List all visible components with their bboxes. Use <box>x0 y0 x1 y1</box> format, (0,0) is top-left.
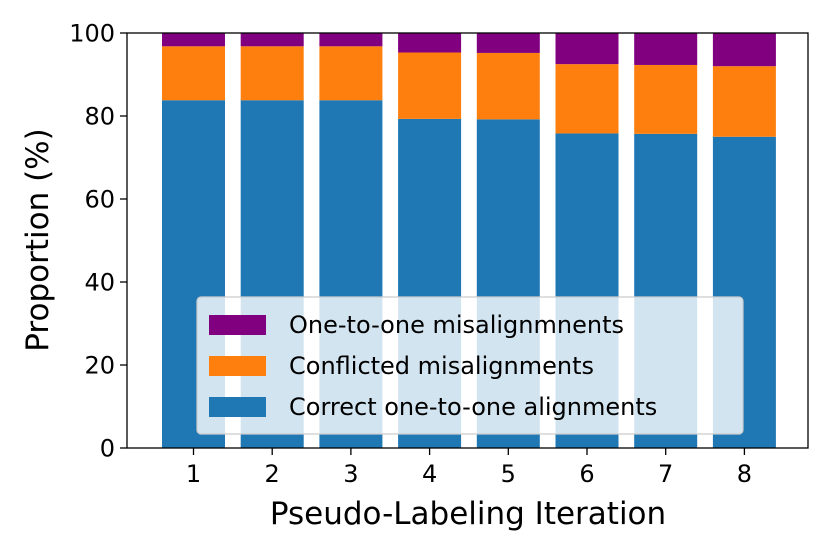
bars-group <box>162 33 776 448</box>
x-tick-label: 4 <box>422 460 437 488</box>
legend-label: Correct one-to-one alignments <box>289 393 657 421</box>
x-tick-label: 8 <box>737 460 752 488</box>
bar-5-series-2 <box>476 33 540 53</box>
legend-box <box>196 296 744 435</box>
x-tick-label: 6 <box>579 460 594 488</box>
y-tick-label: 100 <box>69 20 115 48</box>
bar-6-series-1 <box>555 64 619 134</box>
bar-3-series-1 <box>319 46 383 101</box>
legend-label: Conflicted misalignments <box>289 352 594 380</box>
y-tick-label: 80 <box>84 103 115 131</box>
legend-swatch <box>209 315 266 335</box>
x-tick-label: 1 <box>186 460 201 488</box>
x-tick-label: 7 <box>658 460 673 488</box>
y-tick-label: 20 <box>84 352 115 380</box>
bar-7-series-1 <box>634 64 698 134</box>
x-tick-label: 5 <box>501 460 516 488</box>
bar-2-series-2 <box>240 33 304 47</box>
legend-swatch <box>209 356 266 376</box>
x-tick-label: 2 <box>265 460 280 488</box>
bar-8-series-1 <box>712 66 776 137</box>
y-tick-label: 60 <box>84 186 115 214</box>
y-tick-label: 40 <box>84 269 115 297</box>
x-axis: 1 2 3 4 5 6 7 8 <box>186 448 752 488</box>
bar-7-series-2 <box>634 33 698 65</box>
bar-8-series-2 <box>712 33 776 67</box>
legend-label: One-to-one misalignmnents <box>289 311 624 339</box>
bar-3-series-2 <box>319 33 383 47</box>
bar-4-series-1 <box>398 52 462 119</box>
bar-1-series-1 <box>162 46 225 101</box>
y-axis: 0 20 40 60 80 100 <box>69 20 127 463</box>
x-tick-label: 3 <box>343 460 358 488</box>
legend: One-to-one misalignmnents Conflicted misa… <box>196 296 744 435</box>
legend-swatch <box>209 397 266 417</box>
bar-1-series-2 <box>162 33 225 47</box>
plot-frame <box>126 32 809 449</box>
bar-2-series-1 <box>240 46 304 101</box>
bar-4-series-2 <box>398 33 462 53</box>
x-axis-label: Pseudo-Labeling Iteration <box>270 496 666 532</box>
bar-5-series-1 <box>476 52 540 120</box>
y-axis-label: Proportion (%) <box>20 128 56 351</box>
bar-6-series-2 <box>555 33 619 65</box>
y-tick-label: 0 <box>100 435 115 463</box>
